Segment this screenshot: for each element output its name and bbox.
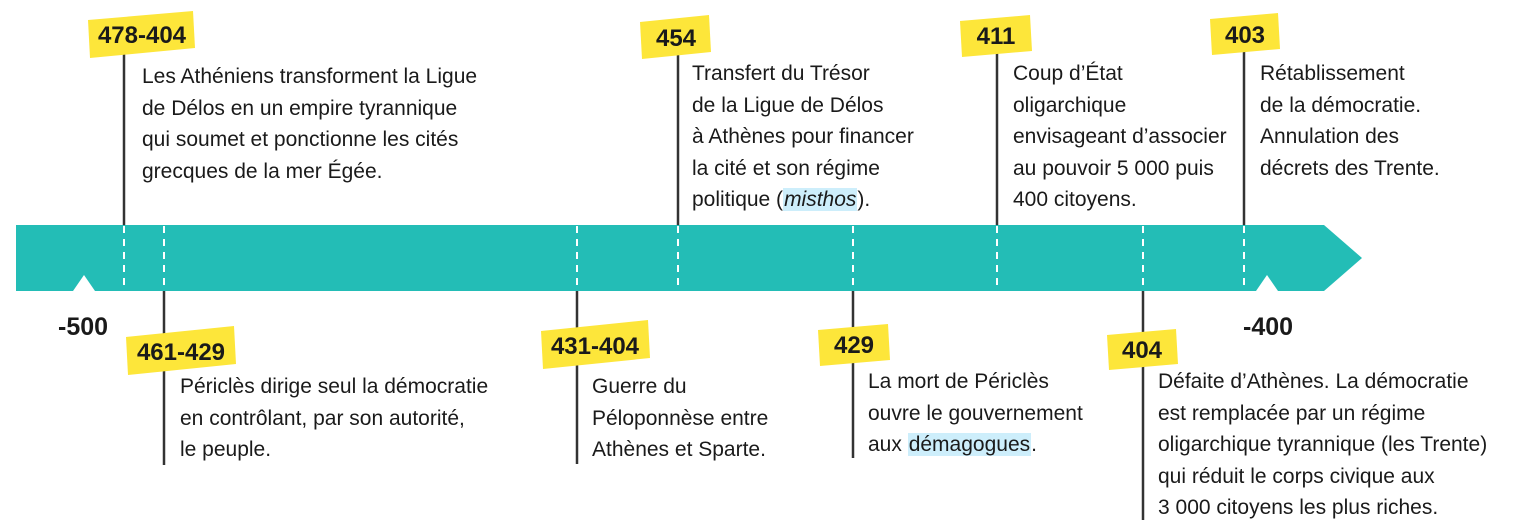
date-label-461-429: 461-429 (126, 326, 236, 375)
text-line: qui réduit le corps civique aux (1158, 464, 1435, 488)
date-label-text: 461-429 (137, 339, 225, 366)
event-text-454: Transfert du Trésor de la Ligue de Délos… (692, 58, 914, 216)
date-label-text: 403 (1225, 22, 1265, 49)
text-line: La mort de Périclès (868, 370, 1049, 393)
text-line: le peuple. (180, 438, 272, 461)
term-highlight: démagogues (907, 433, 1032, 456)
text-line: au pouvoir 5 000 puis (1013, 156, 1214, 180)
tick-marker-start (73, 275, 95, 291)
text-line-highlight: aux démagogues. (868, 433, 1037, 456)
text-line: Rétablissement (1260, 62, 1405, 85)
text-line: 400 citoyens. (1013, 188, 1137, 211)
text-line: décrets des Trente. (1260, 156, 1440, 180)
text-line: de Délos en un empire tyrannique (142, 96, 458, 120)
timeline-band (16, 225, 1362, 291)
axis-end-label: -400 (1243, 313, 1293, 341)
date-label-403: 403 (1210, 13, 1280, 55)
text-line: la cité et son régime (692, 156, 880, 180)
date-label-411: 411 (960, 15, 1032, 57)
date-label-text: 411 (977, 23, 1016, 50)
text-line: Péloponnèse entre (592, 406, 769, 430)
text-line: de la Ligue de Délos (692, 93, 884, 117)
text-line: qui soumet et ponctionne les cités (142, 128, 459, 151)
event-text-429: La mort de Périclès ouvre le gouvernemen… (868, 366, 1083, 461)
band-dashes (123, 226, 1245, 290)
text-line: à Athènes pour financer (692, 125, 914, 148)
date-label-454: 454 (640, 15, 711, 59)
text-line-highlight: politique (misthos). (692, 188, 871, 211)
event-text-403: Rétablissement de la démocratie. Annulat… (1260, 58, 1440, 184)
text-line: 3 000 citoyens les plus riches. (1158, 496, 1439, 519)
axis-start-label: -500 (58, 313, 108, 341)
text-line: Coup d’État (1013, 62, 1123, 85)
text-line: ouvre le gouvernement (868, 401, 1083, 425)
date-label-429: 429 (818, 324, 890, 366)
date-label-478-404: 478-404 (88, 11, 195, 58)
date-label-text: 404 (1122, 337, 1163, 364)
text-line: Périclès dirige seul la démocratie (180, 375, 489, 398)
text-line: oligarchique tyrannique (les Trente) (1158, 433, 1488, 456)
term-highlight: misthos (783, 188, 858, 211)
text-line: de la démocratie. (1260, 93, 1422, 117)
top-stems (122, 48, 1246, 225)
text-line: oligarchique (1013, 93, 1127, 117)
text-line: Annulation des (1260, 125, 1399, 148)
text-line: Athènes et Sparte. (592, 438, 766, 461)
text-line: Transfert du Trésor (692, 62, 870, 85)
text-line: Guerre du (592, 375, 687, 398)
date-label-404: 404 (1107, 329, 1178, 370)
event-text-478-404: Les Athéniens transforment la Ligue de D… (142, 61, 477, 187)
date-label-text: 431-404 (551, 333, 640, 360)
event-text-404: Défaite d’Athènes. La démocratie est rem… (1158, 366, 1487, 524)
event-text-431-404: Guerre du Péloponnèse entre Athènes et S… (592, 371, 768, 466)
text-line: Les Athéniens transforment la Ligue (142, 65, 478, 88)
event-text-411: Coup d’État oligarchique envisageant d’a… (1013, 58, 1227, 216)
text-line: Défaite d’Athènes. La démocratie (1158, 370, 1469, 393)
date-label-text: 429 (834, 332, 874, 359)
event-text-461-429: Périclès dirige seul la démocratie en co… (180, 371, 488, 466)
date-label-text: 478-404 (98, 22, 187, 49)
text-line: en contrôlant, par son autorité, (180, 406, 465, 430)
text-line: est remplacée par un régime (1158, 401, 1426, 425)
bottom-stems (162, 291, 1145, 520)
text-line: envisageant d’associer (1013, 125, 1227, 148)
date-label-431-404: 431-404 (541, 320, 650, 369)
text-line: grecques de la mer Égée. (142, 159, 383, 183)
date-label-text: 454 (656, 25, 697, 52)
tick-marker-end (1256, 275, 1278, 291)
